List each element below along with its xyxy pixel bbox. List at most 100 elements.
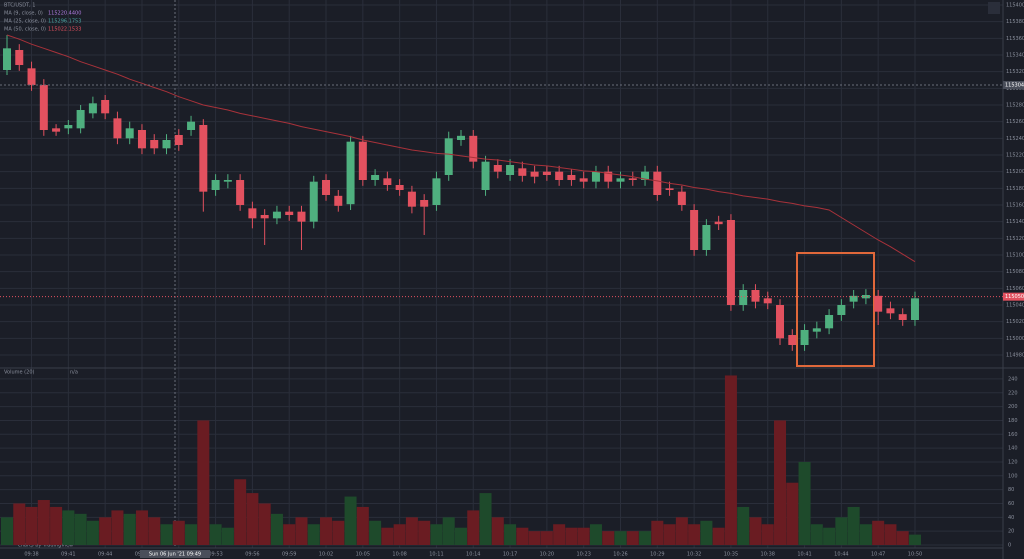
volume-bar bbox=[405, 517, 418, 545]
candle-body bbox=[812, 328, 821, 332]
candle-body bbox=[641, 171, 650, 180]
candle-body bbox=[199, 125, 208, 192]
volume-title: Volume (20) bbox=[4, 370, 34, 376]
candle-body bbox=[849, 295, 858, 302]
crosshair-badge bbox=[1003, 81, 1024, 89]
volume-bar bbox=[320, 517, 333, 545]
candle-body bbox=[788, 335, 797, 345]
x-tick-label: 10:14 bbox=[466, 552, 480, 558]
x-tick-label: 10:41 bbox=[797, 552, 811, 558]
candle-body bbox=[567, 175, 576, 180]
volume-bar bbox=[859, 524, 872, 545]
volume-bar bbox=[479, 493, 492, 545]
candle-body bbox=[861, 295, 870, 299]
candle-body bbox=[272, 211, 281, 219]
y-tick-label: 115260 bbox=[1006, 119, 1024, 125]
volume-bar bbox=[86, 520, 99, 545]
candle-body bbox=[628, 178, 637, 180]
candle-body bbox=[886, 308, 895, 314]
candle-body bbox=[223, 180, 232, 182]
volume-bar bbox=[148, 517, 161, 545]
volume-bar bbox=[234, 479, 247, 545]
volume-bar bbox=[786, 482, 799, 545]
candle-body bbox=[334, 195, 343, 206]
candle-body bbox=[383, 178, 392, 185]
volume-bar bbox=[307, 524, 320, 545]
candle-body bbox=[763, 298, 772, 304]
highlight-box bbox=[796, 252, 875, 367]
candle-body bbox=[800, 330, 809, 345]
y-tick-label: 115380 bbox=[1006, 19, 1024, 25]
volume-bar bbox=[50, 506, 63, 545]
candle-body bbox=[506, 165, 515, 175]
last-price-label: 115050 bbox=[1005, 294, 1024, 300]
candle-body bbox=[187, 121, 196, 130]
volume-bar bbox=[13, 503, 26, 545]
volume-bar bbox=[663, 524, 676, 545]
volume-bar bbox=[688, 524, 701, 545]
candle-body bbox=[469, 135, 478, 162]
y-tick-label: 115020 bbox=[1006, 319, 1024, 325]
y-tick-label: 40 bbox=[1008, 515, 1014, 521]
candle-body bbox=[27, 68, 36, 85]
x-tick-label: 10:47 bbox=[871, 552, 885, 558]
volume-bar bbox=[393, 524, 406, 545]
volume-bar bbox=[99, 517, 112, 545]
candle-body bbox=[395, 185, 404, 190]
volume-bar bbox=[504, 524, 517, 545]
volume-bar bbox=[430, 524, 443, 545]
candle-body bbox=[101, 100, 110, 114]
y-tick-label: 115280 bbox=[1006, 103, 1024, 109]
crosshair-price-label: 115304 bbox=[1005, 83, 1024, 89]
candle-body bbox=[665, 188, 674, 190]
volume-bar bbox=[872, 520, 885, 545]
volume-bar bbox=[565, 527, 578, 545]
volume-bar bbox=[25, 506, 38, 545]
volume-bar bbox=[442, 517, 455, 545]
volume-bar bbox=[418, 520, 431, 545]
candle-body bbox=[493, 165, 502, 172]
candle-body bbox=[174, 135, 183, 145]
candle-body bbox=[542, 171, 551, 175]
volume-bar bbox=[1, 517, 13, 545]
candle-body bbox=[125, 128, 134, 139]
y-tick-label: 180 bbox=[1008, 418, 1018, 424]
volume-bar bbox=[135, 510, 148, 545]
x-tick-label: 09:41 bbox=[61, 552, 75, 558]
candle-body bbox=[3, 48, 11, 70]
volume-bar bbox=[847, 506, 860, 545]
y-tick-label: 115240 bbox=[1006, 136, 1024, 142]
x-tick-label: 10:05 bbox=[356, 552, 370, 558]
volume-bar bbox=[270, 513, 283, 545]
volume-bar bbox=[185, 524, 198, 545]
y-tick-label: 80 bbox=[1008, 487, 1014, 493]
candle-body bbox=[64, 125, 73, 129]
y-tick-label: 115180 bbox=[1006, 186, 1024, 192]
candle-body bbox=[211, 180, 220, 190]
indicator-name: MA (50, close, 0) bbox=[4, 27, 46, 33]
candle-body bbox=[297, 211, 306, 222]
settings-button[interactable] bbox=[988, 2, 1000, 14]
candle-body bbox=[518, 168, 527, 176]
y-tick-label: 115080 bbox=[1006, 269, 1024, 275]
volume-bar bbox=[454, 527, 467, 545]
y-tick-label: 20 bbox=[1008, 529, 1014, 535]
candle-body bbox=[39, 85, 48, 130]
candle-body bbox=[751, 290, 760, 302]
candle-body bbox=[825, 315, 834, 329]
volume-bar bbox=[675, 517, 688, 545]
x-tick-label: 09:59 bbox=[282, 552, 296, 558]
candle-body bbox=[726, 220, 735, 305]
x-tick-label: 09:44 bbox=[98, 552, 112, 558]
candle-body bbox=[407, 191, 416, 207]
volume-bar bbox=[344, 496, 357, 545]
volume-bar bbox=[540, 531, 553, 545]
volume-bar bbox=[774, 420, 787, 545]
x-tick-label: 10:02 bbox=[319, 552, 333, 558]
y-tick-label: 140 bbox=[1008, 446, 1018, 452]
x-tick-label: 10:29 bbox=[650, 552, 664, 558]
x-tick-label: 10:17 bbox=[503, 552, 517, 558]
x-tick-label: 10:35 bbox=[724, 552, 738, 558]
x-tick-label: 09:38 bbox=[24, 552, 38, 558]
